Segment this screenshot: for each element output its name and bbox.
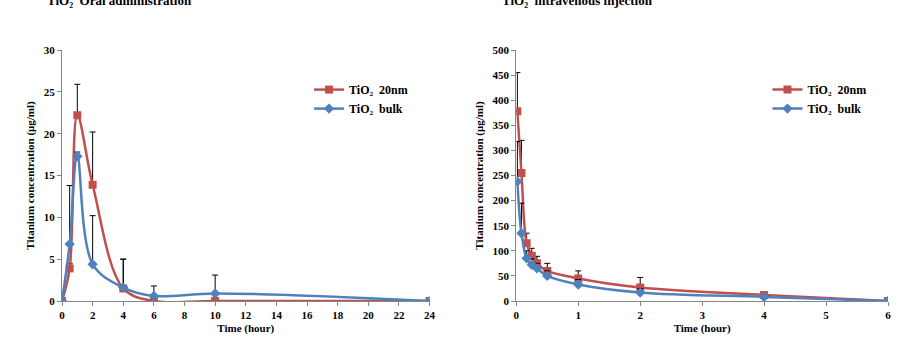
svg-text:200: 200 [493,194,510,206]
svg-text:6: 6 [151,309,157,321]
svg-text:8: 8 [182,309,188,321]
svg-text:TiO₂ Oral administration: TiO₂ Oral administration [47,0,192,8]
svg-text:450: 450 [493,69,510,81]
svg-text:20: 20 [363,309,375,321]
svg-text:12: 12 [240,309,252,321]
svg-text:5: 5 [49,253,55,265]
svg-text:24: 24 [424,309,436,321]
svg-text:15: 15 [44,169,56,181]
svg-text:0: 0 [504,295,510,307]
svg-text:350: 350 [493,119,510,131]
svg-text:Titanium concentration (μg/ml): Titanium concentration (μg/ml) [24,101,37,250]
svg-text:TiO₂ bulk: TiO₂ bulk [807,102,861,116]
svg-text:2: 2 [637,309,643,321]
svg-text:50: 50 [498,270,510,282]
svg-text:20: 20 [44,128,56,140]
svg-text:3: 3 [699,309,705,321]
svg-text:4: 4 [121,309,127,321]
svg-text:250: 250 [493,169,510,181]
svg-text:500: 500 [493,44,510,56]
svg-text:14: 14 [271,309,283,321]
svg-text:10: 10 [210,309,222,321]
svg-text:16: 16 [302,309,314,321]
svg-text:6: 6 [885,309,891,321]
svg-text:30: 30 [44,44,56,56]
svg-text:5: 5 [823,309,829,321]
svg-text:4: 4 [761,309,767,321]
svg-text:100: 100 [493,245,510,257]
svg-text:22: 22 [393,309,405,321]
svg-text:TiO₂ intravenous injection: TiO₂ intravenous injection [502,0,653,8]
svg-text:0: 0 [59,309,65,321]
svg-text:Time (hour): Time (hour) [217,322,274,335]
svg-text:Time (hour): Time (hour) [674,322,731,335]
svg-text:TiO₂ 20nm: TiO₂ 20nm [807,83,866,97]
svg-text:0: 0 [514,309,520,321]
svg-text:300: 300 [493,144,510,156]
svg-text:18: 18 [332,309,344,321]
svg-text:2: 2 [90,309,96,321]
svg-text:Titanium concentration (μg/ml): Titanium concentration (μg/ml) [473,101,486,250]
svg-text:150: 150 [493,220,510,232]
svg-text:25: 25 [44,86,56,98]
svg-text:400: 400 [493,94,510,106]
svg-text:10: 10 [44,211,56,223]
svg-text:1: 1 [576,309,582,321]
svg-text:TiO₂ 20nm: TiO₂ 20nm [349,83,408,97]
svg-text:TiO₂ bulk: TiO₂ bulk [349,102,403,116]
svg-text:0: 0 [49,295,55,307]
